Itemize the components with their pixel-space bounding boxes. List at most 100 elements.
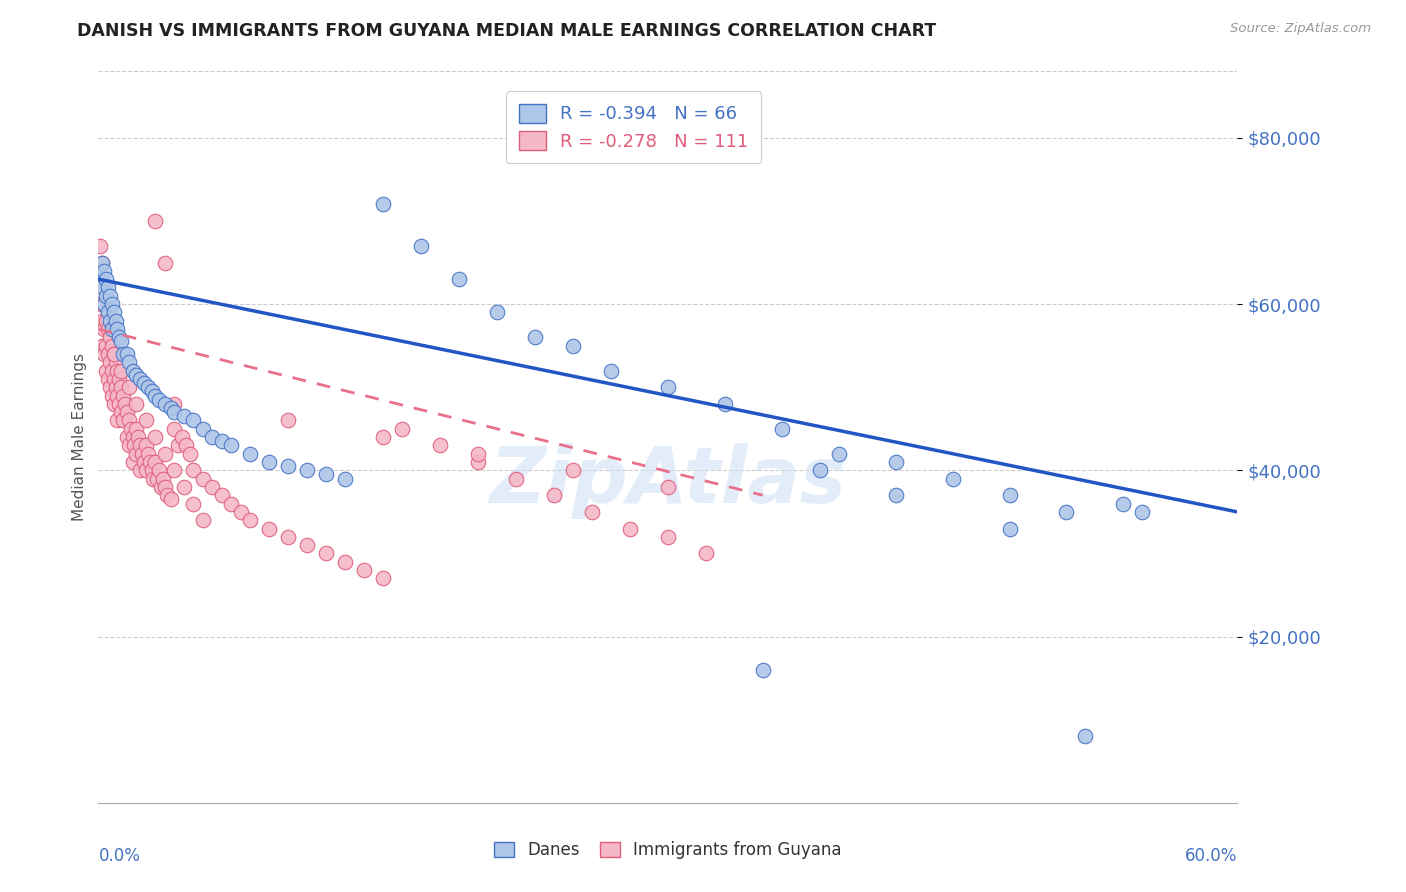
Point [562, 338, 585, 352]
Point [98, 330, 121, 344]
Point [93, 322, 115, 336]
Y-axis label: Median Male Earnings: Median Male Earnings [72, 353, 87, 521]
Point [277, 530, 299, 544]
Point [884, 488, 907, 502]
Point [562, 463, 585, 477]
Point [142, 472, 165, 486]
Point [135, 463, 157, 477]
Point [315, 467, 337, 482]
Point [153, 255, 176, 269]
Point [94, 314, 117, 328]
Point [121, 363, 143, 377]
Point [118, 380, 141, 394]
Point [100, 388, 122, 402]
Text: 60.0%: 60.0% [1185, 847, 1237, 864]
Point [132, 455, 155, 469]
Point [98, 314, 121, 328]
Point [108, 330, 131, 344]
Point [145, 455, 167, 469]
Text: 0.0%: 0.0% [98, 847, 141, 864]
Point [581, 505, 603, 519]
Point [93, 297, 115, 311]
Point [221, 438, 243, 452]
Point [121, 430, 143, 444]
Point [335, 555, 357, 569]
Point [259, 455, 281, 469]
Point [146, 472, 169, 486]
Point [103, 347, 125, 361]
Point [159, 492, 181, 507]
Point [371, 571, 394, 585]
Point [108, 397, 131, 411]
Point [115, 405, 138, 419]
Point [93, 264, 115, 278]
Point [94, 338, 117, 352]
Point [600, 363, 623, 377]
Point [100, 322, 122, 336]
Point [277, 459, 299, 474]
Point [107, 322, 129, 336]
Point [97, 280, 120, 294]
Point [112, 413, 135, 427]
Point [127, 430, 149, 444]
Point [221, 497, 243, 511]
Point [411, 239, 433, 253]
Point [277, 413, 299, 427]
Point [429, 438, 451, 452]
Point [156, 488, 179, 502]
Point [998, 488, 1021, 502]
Point [183, 463, 205, 477]
Point [108, 372, 131, 386]
Point [150, 480, 173, 494]
Point [152, 472, 174, 486]
Point [132, 376, 155, 390]
Point [104, 355, 127, 369]
Point [1112, 497, 1135, 511]
Point [524, 330, 547, 344]
Point [211, 488, 233, 502]
Point [91, 338, 114, 352]
Point [297, 538, 319, 552]
Point [93, 347, 115, 361]
Point [110, 405, 132, 419]
Point [486, 305, 509, 319]
Point [148, 392, 170, 407]
Point [148, 463, 170, 477]
Point [103, 372, 125, 386]
Point [115, 430, 138, 444]
Point [619, 521, 641, 535]
Point [129, 463, 152, 477]
Point [103, 305, 125, 319]
Point [315, 546, 337, 560]
Point [97, 305, 120, 319]
Point [1074, 729, 1097, 743]
Point [103, 397, 125, 411]
Point [183, 497, 205, 511]
Point [91, 255, 114, 269]
Point [103, 347, 125, 361]
Point [124, 438, 146, 452]
Point [239, 447, 262, 461]
Point [114, 397, 136, 411]
Point [183, 413, 205, 427]
Point [129, 438, 152, 452]
Point [998, 521, 1021, 535]
Point [91, 314, 114, 328]
Point [125, 368, 148, 382]
Point [110, 334, 132, 349]
Point [467, 447, 489, 461]
Point [449, 272, 471, 286]
Point [145, 388, 167, 402]
Point [112, 388, 135, 402]
Point [98, 355, 121, 369]
Point [163, 405, 186, 419]
Point [98, 289, 121, 303]
Point [104, 314, 127, 328]
Point [942, 472, 965, 486]
Point [229, 505, 252, 519]
Point [657, 380, 679, 394]
Point [91, 280, 114, 294]
Point [118, 438, 141, 452]
Point [1056, 505, 1078, 519]
Point [94, 363, 117, 377]
